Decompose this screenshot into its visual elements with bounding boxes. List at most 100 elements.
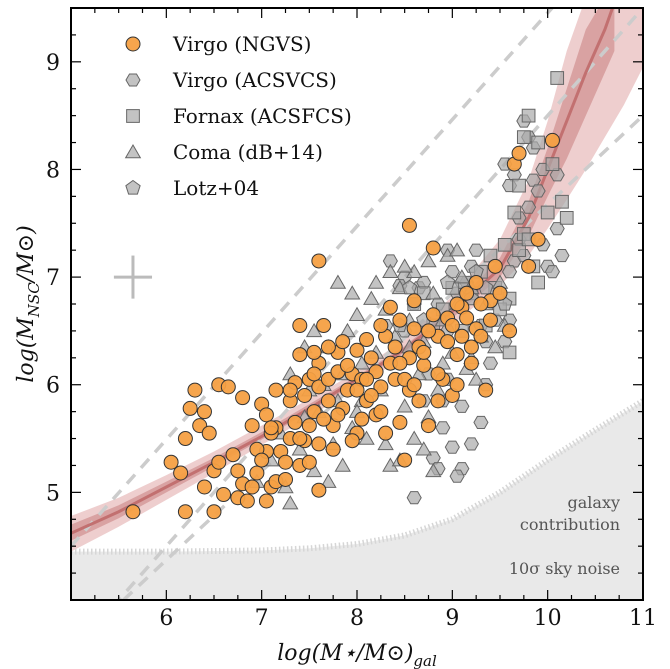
- point-circle-116: [278, 471, 293, 487]
- point-triangle-48: [329, 274, 347, 289]
- point-circle-0: [125, 504, 141, 520]
- point-hexagon-53: [454, 399, 470, 413]
- point-square-6: [540, 205, 555, 220]
- point-circle-143: [306, 366, 322, 382]
- point-circle-86: [401, 217, 417, 233]
- point-triangle-5: [291, 441, 309, 456]
- point-circle-122: [339, 357, 355, 373]
- point-triangle-46: [305, 322, 323, 338]
- point-hexagon-40: [444, 265, 460, 279]
- x-tick-label: 8: [350, 606, 364, 631]
- point-circle-54: [373, 379, 389, 395]
- point-circle-85: [311, 253, 327, 269]
- point-circle-129: [406, 377, 422, 393]
- point-hexagon-35: [554, 249, 570, 263]
- point-square-21: [483, 248, 498, 263]
- point-triangle-47: [320, 473, 337, 488]
- point-hexagon-27: [544, 265, 561, 279]
- point-circle-106: [444, 318, 460, 334]
- point-triangle-60: [487, 339, 504, 354]
- point-square-1: [512, 243, 526, 258]
- point-hexagon-7: [444, 440, 460, 454]
- point-circle-92: [311, 482, 327, 498]
- point-circle-112: [216, 487, 232, 503]
- point-circle-97: [359, 332, 375, 348]
- point-circle-65: [425, 240, 441, 256]
- dashed-line-1: [71, 8, 555, 548]
- point-circle-63: [416, 357, 432, 373]
- point-triangle-67: [415, 441, 432, 456]
- point-circle-103: [406, 293, 422, 309]
- point-circle-99: [378, 425, 394, 441]
- point-circle-73: [463, 339, 479, 355]
- point-circle-14: [220, 379, 236, 395]
- point-circle-100: [382, 299, 398, 315]
- point-circle-72: [459, 285, 475, 301]
- point-circle-145: [373, 404, 389, 420]
- point-hexagon-3: [435, 421, 451, 435]
- point-hexagon-22: [521, 200, 537, 214]
- point-square-9: [521, 108, 536, 123]
- point-circle-32: [287, 414, 303, 430]
- point-triangle-57: [448, 242, 466, 257]
- dashed-line-2: [116, 8, 643, 600]
- legend-label-4: Coma (dB+14): [173, 140, 323, 164]
- point-circle-95: [335, 334, 351, 350]
- legend-marker-2: [125, 73, 141, 87]
- point-circle-22: [249, 465, 265, 481]
- point-circle-142: [301, 418, 317, 434]
- point-circle-83: [530, 231, 546, 247]
- point-hexagon-49: [382, 254, 398, 268]
- point-circle-136: [344, 433, 360, 449]
- point-circle-3: [177, 431, 193, 447]
- point-circle-91: [306, 344, 322, 360]
- point-circle-52: [363, 350, 379, 366]
- point-circle-4: [182, 400, 198, 416]
- point-circle-41: [316, 318, 332, 334]
- point-hexagon-43: [468, 243, 484, 257]
- point-hexagon-0: [406, 491, 422, 505]
- legend-marker-1: [125, 36, 141, 52]
- point-circle-7: [196, 404, 212, 420]
- point-circle-121: [330, 407, 346, 423]
- x-axis-title: log(M⋆/M⊙)gal: [277, 641, 437, 669]
- point-circle-131: [425, 307, 441, 323]
- point-circle-140: [263, 420, 279, 436]
- point-circle-90: [301, 454, 317, 470]
- point-triangle-20: [363, 290, 380, 305]
- point-circle-120: [325, 441, 341, 457]
- point-circle-19: [239, 493, 255, 509]
- point-square-10: [516, 130, 531, 145]
- point-circle-21: [244, 479, 260, 495]
- point-circle-139: [254, 452, 270, 468]
- point-triangle-51: [367, 274, 385, 289]
- point-circle-87: [292, 318, 308, 334]
- point-triangle-27: [396, 398, 413, 413]
- y-tick-label: 6: [46, 374, 60, 399]
- x-tick-label: 10: [534, 606, 562, 631]
- point-circle-105: [430, 393, 446, 409]
- point-hexagon-56: [482, 356, 499, 370]
- point-circle-81: [511, 145, 527, 161]
- y-tick-label: 9: [46, 51, 60, 76]
- point-triangle-19: [358, 430, 375, 445]
- point-circle-17: [235, 390, 251, 406]
- galaxy-contribution-region: [71, 400, 643, 600]
- point-circle-104: [421, 323, 436, 339]
- legend-label-3: Fornax (ACSFCS): [173, 104, 352, 128]
- point-circle-125: [363, 387, 379, 403]
- point-circle-144: [349, 382, 365, 398]
- point-circle-35: [297, 387, 313, 403]
- x-tick-label: 9: [445, 606, 459, 631]
- point-triangle-17: [348, 306, 366, 322]
- point-circle-149: [454, 328, 470, 344]
- point-circle-20: [244, 418, 260, 434]
- point-circle-148: [430, 366, 446, 382]
- point-circle-8: [196, 479, 212, 495]
- x-tick-label: 6: [159, 606, 173, 631]
- y-axis-title: log(MNSC/M⊙): [14, 225, 43, 382]
- point-circle-141: [282, 382, 298, 398]
- point-square-0: [502, 345, 517, 360]
- point-circle-101: [392, 414, 408, 430]
